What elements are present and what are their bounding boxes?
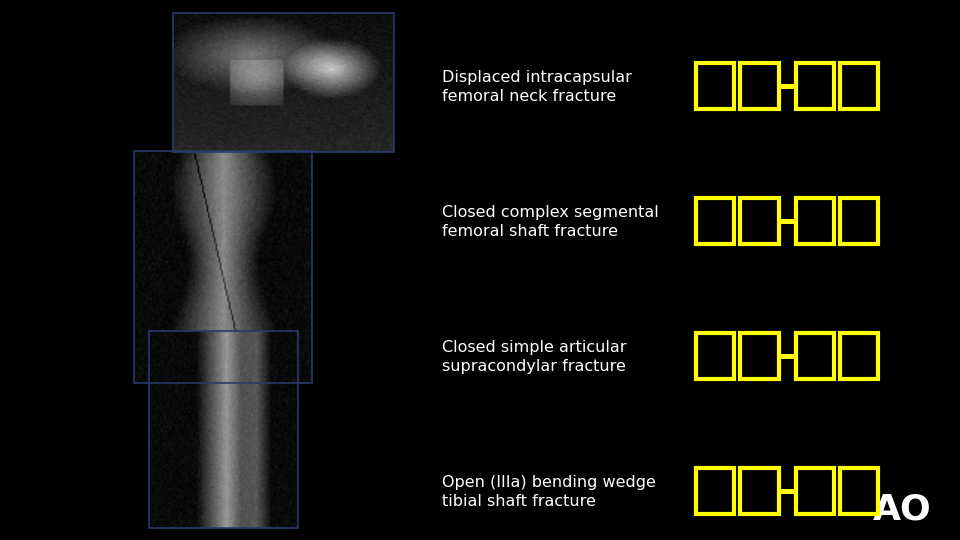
Bar	[740, 64, 779, 109]
Bar	[779, 219, 796, 224]
Bar	[796, 64, 834, 109]
Bar	[696, 64, 734, 109]
Text: Closed complex segmental
femoral shaft fracture: Closed complex segmental femoral shaft f…	[442, 205, 659, 239]
Bar	[149, 331, 298, 528]
Bar	[796, 199, 834, 244]
Bar	[740, 199, 779, 244]
Bar	[796, 333, 834, 379]
Bar	[696, 333, 734, 379]
Text: Closed simple articular
supracondylar fracture: Closed simple articular supracondylar fr…	[442, 340, 626, 374]
Bar	[173, 13, 394, 152]
Bar	[779, 489, 796, 494]
Bar	[840, 333, 878, 379]
Bar	[740, 468, 779, 514]
Text: Displaced intracapsular
femoral neck fracture: Displaced intracapsular femoral neck fra…	[442, 70, 632, 104]
Bar	[696, 468, 734, 514]
Bar	[840, 64, 878, 109]
Bar	[796, 468, 834, 514]
Text: Open (IIIa) bending wedge
tibial shaft fracture: Open (IIIa) bending wedge tibial shaft f…	[442, 475, 656, 509]
Bar	[740, 333, 779, 379]
Bar	[840, 468, 878, 514]
Text: AO: AO	[873, 492, 932, 526]
Bar	[696, 199, 734, 244]
Bar	[840, 199, 878, 244]
Bar	[779, 84, 796, 89]
Bar	[779, 354, 796, 359]
Bar	[134, 151, 312, 383]
